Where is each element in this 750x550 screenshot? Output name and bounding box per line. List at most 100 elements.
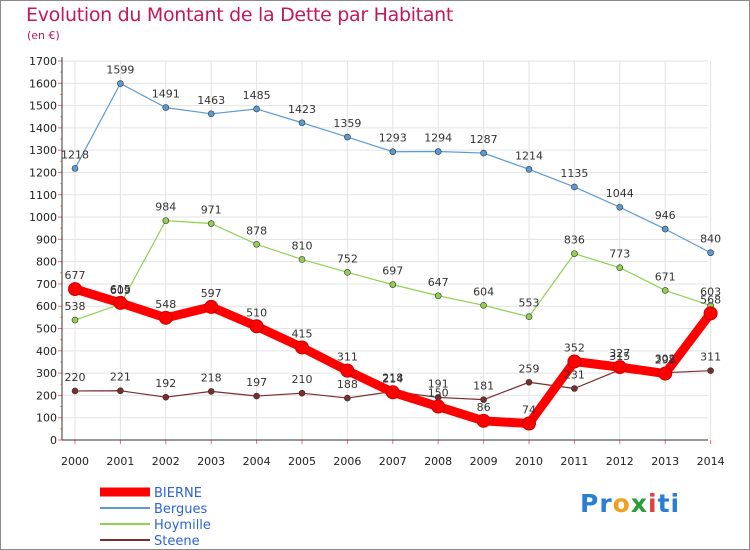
data-point-steene [480,396,487,403]
data-point-bergues [707,249,714,257]
y-tick-label: 1600 [29,77,57,90]
y-tick-label: 700 [36,278,57,291]
data-point-bergues [71,165,79,172]
data-label-bierne: 352 [564,342,585,355]
chart-subtitle: (en €) [27,29,60,42]
data-label-bierne: 298 [655,354,676,367]
data-point-bierne [295,340,309,355]
data-label-steene: 221 [110,371,131,384]
y-tick-label: 800 [36,256,57,269]
data-label-steene: 259 [519,362,540,375]
data-point-bierne [249,319,264,334]
data-label-steene: 231 [564,369,585,382]
y-tick-label: 500 [36,323,57,336]
data-label-steene: 302 [655,353,676,366]
data-label-bierne: 548 [155,298,176,311]
data-point-bergues [525,166,533,173]
y-tick-label: 1500 [29,100,57,113]
data-label-bierne: 510 [246,306,267,319]
data-label-hoymille: 971 [201,204,222,217]
y-tick-label: 200 [36,389,57,402]
data-label-hoymille: 671 [655,270,676,283]
data-point-steene [117,387,124,395]
data-point-steene [71,387,79,395]
data-label-bergues: 1491 [152,88,180,101]
data-point-bierne [204,299,219,314]
x-tick-label: 2001 [106,455,134,468]
x-tick-label: 2013 [651,455,679,468]
data-point-hoymille [389,281,397,288]
data-label-steene: 218 [382,371,403,384]
data-label-hoymille: 553 [519,297,540,310]
data-label-steene: 181 [473,380,494,393]
y-tick-label: 600 [36,300,57,313]
x-tick-label: 2007 [379,455,407,468]
data-label-bierne: 568 [700,293,721,306]
data-label-steene: 197 [246,376,267,389]
chart-title: Evolution du Montant de la Dette par Hab… [26,4,454,26]
x-tick-label: 2002 [152,455,180,468]
y-tick-label: 100 [36,412,57,425]
data-point-hoymille [434,292,442,300]
data-point-hoymille [344,269,351,276]
x-tick-label: 2008 [424,455,452,468]
data-label-bergues: 1287 [470,133,498,146]
data-label-steene: 311 [700,351,721,364]
data-point-hoymille [525,313,533,321]
data-point-bergues [298,119,306,127]
data-label-bergues: 1485 [243,89,271,102]
x-tick-label: 2010 [515,455,543,468]
data-label-bierne: 677 [65,269,86,282]
x-tick-label: 2004 [243,455,271,468]
data-label-hoymille: 984 [155,201,176,214]
data-point-bergues [389,148,397,156]
data-point-bergues [661,225,669,233]
data-point-hoymille [616,264,624,271]
y-tick-label: 1200 [29,166,57,179]
x-tick-label: 2011 [560,455,588,468]
data-point-hoymille [207,220,215,227]
data-label-hoymille: 810 [292,239,313,252]
data-point-bierne [703,306,718,321]
data-point-hoymille [571,250,578,257]
data-label-bergues: 1359 [333,117,361,130]
data-point-bergues [434,148,442,155]
data-label-hoymille: 836 [564,234,585,247]
data-label-hoymille: 604 [473,285,494,298]
x-tick-label: 2009 [470,455,498,468]
legend-label-bierne: BIERNE [154,486,202,501]
y-tick-label: 400 [36,345,57,358]
data-label-bergues: 840 [700,233,721,246]
proxiti-logo: Proxiti [580,489,681,518]
y-tick-label: 1700 [29,55,57,68]
data-point-bierne [385,385,400,400]
data-label-steene: 220 [65,371,86,384]
data-label-bergues: 1463 [197,94,225,107]
data-point-steene [253,392,260,400]
data-label-bierne: 327 [609,347,630,360]
data-point-steene [571,385,578,392]
data-label-bierne: 86 [477,401,491,414]
data-point-hoymille [162,217,170,224]
data-point-bierne [68,282,82,297]
data-point-steene [525,378,533,386]
data-point-bierne [158,310,173,325]
data-point-bierne [476,413,491,428]
data-point-bierne [431,399,446,414]
data-label-bergues: 1423 [288,103,316,116]
data-label-hoymille: 603 [700,286,721,299]
x-tick-label: 2003 [197,455,225,468]
data-point-steene [298,389,306,397]
data-label-steene: 191 [428,377,449,390]
data-point-bergues [117,80,124,87]
data-label-hoymille: 647 [428,276,449,289]
data-label-bergues: 1218 [61,148,89,161]
data-point-bierne [340,363,355,378]
data-label-bergues: 946 [655,209,676,222]
data-label-bergues: 1293 [379,132,407,145]
data-label-bierne: 615 [110,283,131,296]
data-label-hoymille: 697 [382,265,403,278]
data-label-steene: 315 [609,350,630,363]
